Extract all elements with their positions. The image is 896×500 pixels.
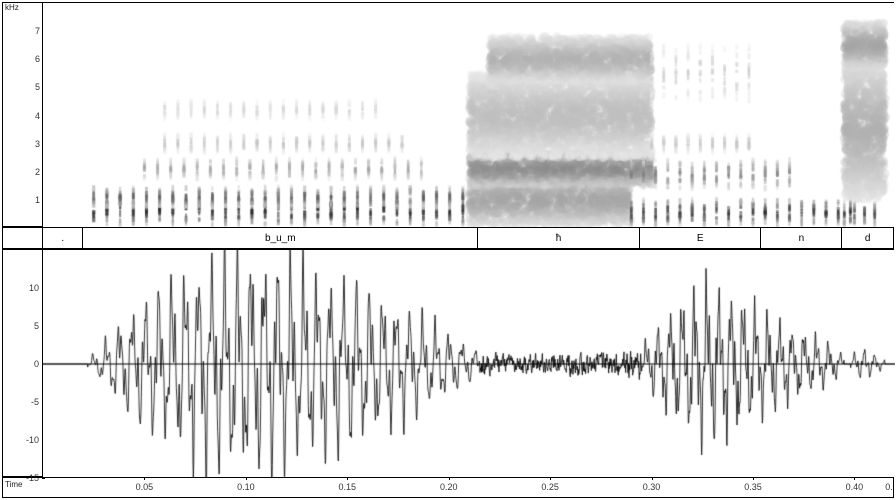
segments-panel: .b_u_mħEnd: [2, 227, 894, 249]
time-tick: 0.25: [541, 482, 559, 492]
time-tick: 0.30: [643, 482, 661, 492]
time-tick: 0.10: [237, 482, 255, 492]
phonetic-segment: d: [842, 228, 893, 248]
time-tick: 0.35: [744, 482, 762, 492]
segments-row: .b_u_mħEnd: [43, 228, 893, 248]
spectrogram-ytick: 7: [35, 26, 40, 36]
time-tick: 0.20: [440, 482, 458, 492]
spectrogram-ytick: 5: [35, 82, 40, 92]
spectrogram-plot: [43, 3, 893, 226]
phonetic-segment: E: [640, 228, 761, 248]
spectrogram-ytick: 2: [35, 167, 40, 177]
spectrogram-ytick: 6: [35, 54, 40, 64]
time-tick: 0.40: [846, 482, 864, 492]
spectrogram-y-label: kHz: [5, 3, 19, 12]
phonetic-segment: .: [43, 228, 83, 248]
waveform-ytick: 10: [29, 283, 39, 293]
time-tick: 0.05: [136, 482, 154, 492]
waveform-y-axis: -15-10-50510: [3, 250, 43, 476]
waveform-ytick: 5: [34, 321, 39, 331]
waveform-ytick: 0: [34, 359, 39, 369]
time-axis: 0.05 0.10 0.15 0.20 0.25 0.30 0.35 0.40 0.: [43, 478, 895, 497]
acoustic-analysis-figure: kHz 1234567 .b_u_mħEnd -15-10-50510 Time…: [0, 0, 896, 500]
segments-axis-spacer: [3, 228, 43, 248]
spectrogram-ytick: 1: [35, 195, 40, 205]
spectrogram-panel: kHz 1 2 3 4 5 6 7: [2, 2, 894, 227]
time-axis-panel: Time 0.05 0.10 0.15 0.20 0.25 0.30 0.35 0.40 0.: [2, 477, 894, 498]
waveform-panel: -15-10-50510: [2, 249, 894, 477]
waveform-canvas: [43, 250, 895, 478]
waveform-ytick: -10: [26, 435, 39, 445]
waveform-plot: [43, 250, 893, 476]
phonetic-segment: ħ: [478, 228, 640, 248]
spectrogram-ytick: 3: [35, 139, 40, 149]
time-axis-label: Time: [5, 480, 22, 489]
time-tick-trailing: 0.: [885, 482, 893, 492]
phonetic-segment: b_u_m: [83, 228, 478, 248]
spectrogram-y-axis: kHz 1 2 3 4 5 6 7: [3, 3, 43, 226]
waveform-ytick: -5: [31, 397, 39, 407]
phonetic-segment: n: [761, 228, 842, 248]
spectrogram-canvas: [43, 3, 895, 228]
spectrogram-ytick: 4: [35, 111, 40, 121]
time-tick: 0.15: [339, 482, 357, 492]
